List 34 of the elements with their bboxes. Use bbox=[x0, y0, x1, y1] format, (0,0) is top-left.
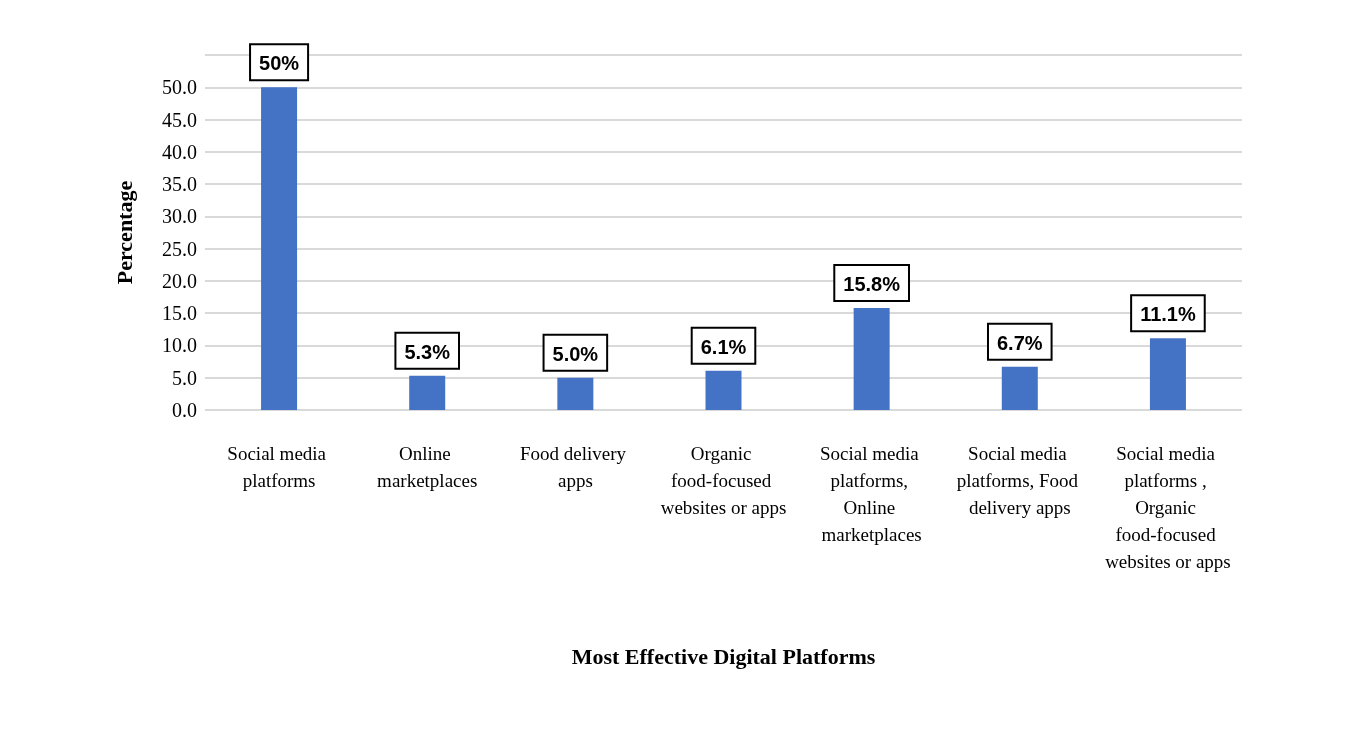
bar bbox=[261, 87, 298, 410]
bar bbox=[1001, 366, 1038, 410]
y-tick-label: 35.0 bbox=[162, 173, 197, 196]
data-label: 6.1% bbox=[700, 335, 747, 358]
x-tick-label: Food delivery apps bbox=[519, 443, 631, 491]
bar bbox=[705, 370, 742, 410]
data-label: 5.0% bbox=[552, 342, 599, 365]
x-tick-label: Social media platforms, Food delivery apps bbox=[956, 443, 1083, 518]
y-tick-label: 20.0 bbox=[162, 269, 197, 292]
y-tick-label: 30.0 bbox=[162, 205, 197, 228]
bar bbox=[853, 308, 890, 410]
y-tick-label: 40.0 bbox=[162, 140, 197, 163]
y-tick-label: 25.0 bbox=[162, 237, 197, 260]
bar bbox=[1149, 338, 1186, 410]
y-tick-label: 0.0 bbox=[172, 399, 197, 421]
x-tick-label: Online marketplaces bbox=[377, 443, 478, 491]
data-label: 5.3% bbox=[404, 340, 451, 363]
y-tick-label: 15.0 bbox=[162, 302, 197, 325]
data-label: 15.8% bbox=[843, 273, 901, 296]
y-axis-title: Percentage bbox=[111, 180, 137, 285]
y-tick-label: 10.0 bbox=[162, 334, 197, 357]
y-tick-label: 50.0 bbox=[162, 76, 197, 99]
x-tick-label: Organic food-focused websites or apps bbox=[660, 443, 787, 518]
data-label: 6.7% bbox=[996, 331, 1043, 354]
x-tick-label: Social media platforms , Organic food-focused websites or apps bbox=[1105, 443, 1231, 572]
x-axis-title: Most Effective Digital Platforms bbox=[571, 643, 876, 669]
y-tick-label: 5.0 bbox=[172, 366, 197, 389]
x-tick-label: Social media platforms bbox=[227, 443, 331, 491]
bar bbox=[557, 377, 594, 410]
x-tick-label: Social media platforms, Online marketplaces bbox=[819, 443, 924, 545]
bar bbox=[409, 375, 446, 410]
data-label: 50% bbox=[259, 52, 300, 75]
data-label: 11.1% bbox=[1140, 303, 1196, 326]
y-tick-label: 45.0 bbox=[162, 108, 197, 131]
